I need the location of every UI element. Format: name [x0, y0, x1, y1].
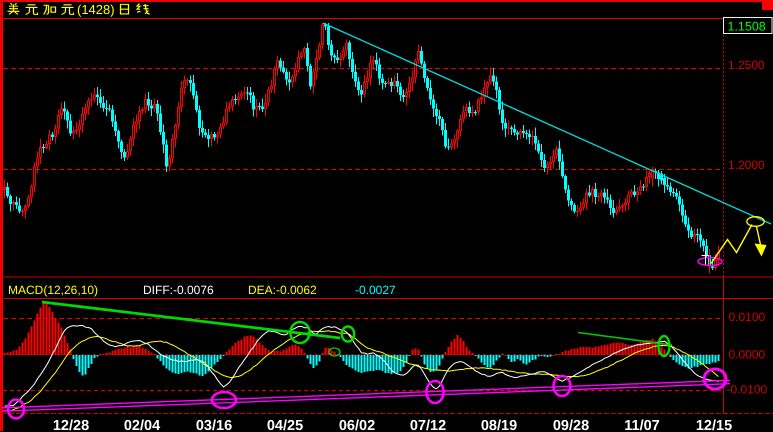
svg-text:12/15: 12/15 [696, 418, 732, 432]
svg-text:0.0000: 0.0000 [729, 348, 766, 362]
svg-text:DIFF:-0.0076: DIFF:-0.0076 [143, 283, 214, 297]
svg-text:(1428): (1428) [77, 2, 115, 17]
svg-text:04/25: 04/25 [267, 418, 303, 432]
svg-text:-0.0027: -0.0027 [355, 283, 396, 297]
svg-text:-0.0100: -0.0100 [727, 383, 768, 397]
svg-text:12/28: 12/28 [53, 418, 89, 432]
svg-text:MACD(12,26,10): MACD(12,26,10) [8, 283, 98, 297]
svg-text:11/07: 11/07 [624, 418, 660, 432]
svg-text:03/16: 03/16 [196, 418, 232, 432]
svg-text:0.0100: 0.0100 [729, 310, 766, 324]
svg-text:DEA:-0.0062: DEA:-0.0062 [248, 283, 317, 297]
svg-text:1.1508: 1.1508 [728, 20, 766, 34]
svg-text:06/02: 06/02 [339, 418, 375, 432]
svg-text:1.2500: 1.2500 [728, 58, 765, 72]
svg-text:07/12: 07/12 [410, 418, 446, 432]
svg-text:09/28: 09/28 [553, 418, 589, 432]
svg-text:1.2000: 1.2000 [728, 158, 765, 172]
svg-text:08/19: 08/19 [481, 418, 517, 432]
svg-text:02/04: 02/04 [124, 418, 160, 432]
